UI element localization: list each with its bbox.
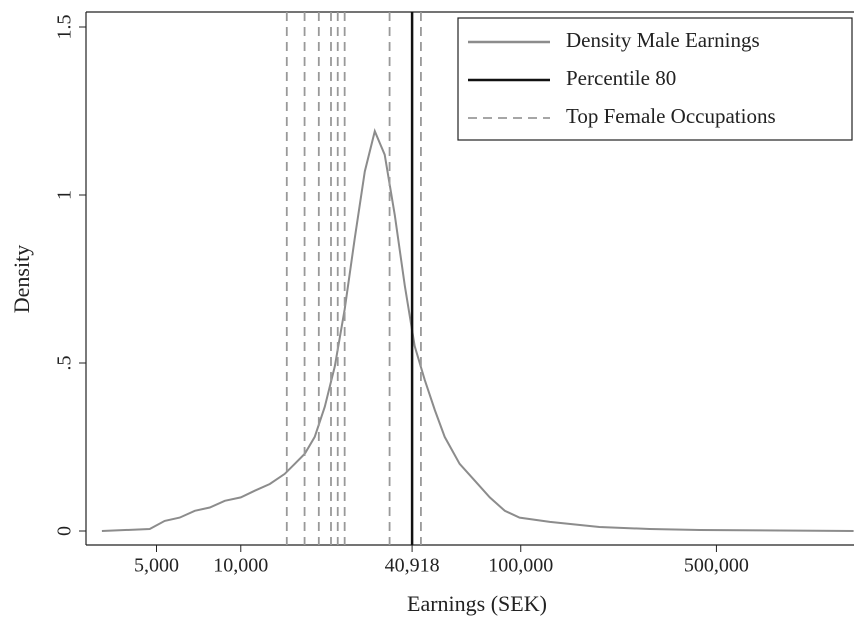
y-tick-label: .5 [54, 356, 76, 371]
legend-label: Top Female Occupations [566, 104, 776, 128]
x-axis-label: Earnings (SEK) [407, 591, 547, 616]
y-tick-label: 1 [54, 190, 76, 200]
x-tick-label: 500,000 [684, 555, 749, 577]
x-tick-label: 10,000 [213, 555, 268, 577]
y-tick-label: 1.5 [54, 15, 76, 40]
density-line [101, 128, 854, 532]
legend-label: Density Male Earnings [566, 28, 760, 52]
x-tick-label: 40,918 [385, 555, 440, 577]
y-axis-label: Density [9, 245, 34, 313]
x-tick-label: 5,000 [134, 555, 179, 577]
y-tick-label: 0 [54, 526, 76, 536]
legend-label: Percentile 80 [566, 66, 676, 90]
x-tick-label: 100,000 [488, 555, 553, 577]
